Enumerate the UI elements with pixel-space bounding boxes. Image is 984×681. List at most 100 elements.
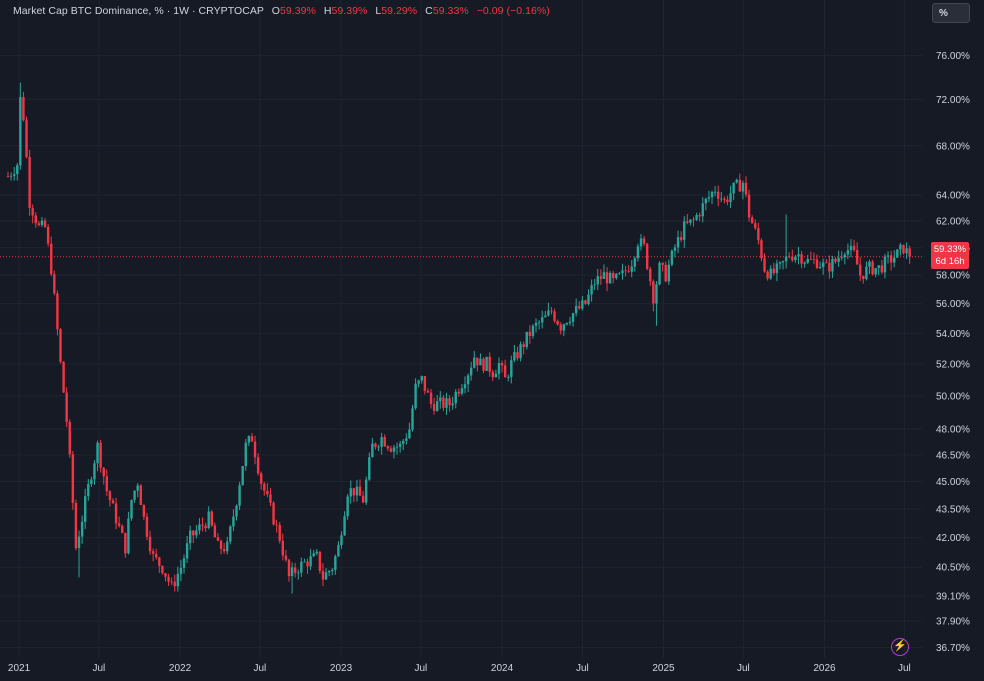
candle-body <box>312 553 315 557</box>
candle-body <box>62 361 65 393</box>
candle-body <box>219 540 223 549</box>
candle-body <box>96 442 99 464</box>
candle-body <box>766 271 769 279</box>
candle-body <box>769 268 772 279</box>
y-tick-label: 45.00% <box>936 477 970 488</box>
candle-body <box>574 306 578 314</box>
candle-body <box>510 360 513 378</box>
candle-body <box>297 572 300 574</box>
candle-body <box>429 392 433 405</box>
x-tick-label: 2026 <box>813 663 836 674</box>
candle-body <box>198 524 201 531</box>
y-tick-label: 48.00% <box>936 425 970 436</box>
candle-body <box>534 322 538 326</box>
candle-body <box>167 576 170 582</box>
candle-body <box>364 479 368 503</box>
y-tick-label: 54.00% <box>936 329 970 340</box>
last-price-label: 59.33% 6d 16h <box>931 242 969 269</box>
candle-body <box>293 567 297 573</box>
candle-body <box>908 248 911 257</box>
candle-body <box>886 255 890 257</box>
candle-body <box>241 466 244 486</box>
candle-body <box>624 270 627 272</box>
candle-body <box>454 391 457 404</box>
candle-body <box>704 198 708 204</box>
candle-body <box>497 363 501 374</box>
candle-body <box>133 490 136 500</box>
candle-body <box>593 284 596 286</box>
candle-body <box>386 446 390 449</box>
candle-body <box>130 499 133 519</box>
candle-body <box>50 243 53 275</box>
candle-body <box>355 486 359 496</box>
candle-body <box>90 479 93 485</box>
candle-body <box>778 262 782 264</box>
candle-body <box>188 530 192 544</box>
bar-countdown: 6d 16h <box>935 256 965 267</box>
candle-body <box>797 254 800 257</box>
candle-body <box>124 532 127 554</box>
candle-body <box>676 237 680 248</box>
candle-body <box>368 457 371 480</box>
candle-body <box>686 221 689 223</box>
candle-body <box>852 245 856 251</box>
candle-body <box>247 436 251 443</box>
candle-body <box>630 266 633 272</box>
candle-body <box>905 248 908 254</box>
candle-body <box>568 321 572 323</box>
candle-body <box>843 254 847 258</box>
lightning-icon[interactable]: ⚡ <box>891 638 909 656</box>
high-value: 59.39% <box>331 5 368 17</box>
percent-scale-button[interactable]: % <box>932 3 970 23</box>
candle-body <box>596 276 599 285</box>
y-tick-label: 39.10% <box>936 591 970 602</box>
candle-body <box>803 262 806 264</box>
candle-body <box>710 192 714 198</box>
candle-body <box>862 275 865 279</box>
candle-body <box>164 573 167 577</box>
candle-body <box>587 294 590 304</box>
candle-body <box>553 311 556 321</box>
candle-body <box>139 485 142 506</box>
candle-body <box>812 259 816 261</box>
candle-body <box>540 317 544 323</box>
candle-body <box>775 263 779 274</box>
candle-body <box>469 367 473 376</box>
candle-body <box>290 567 294 577</box>
candle-body <box>466 375 470 385</box>
candle-body <box>723 198 726 200</box>
candle-body <box>491 371 494 378</box>
candle-body <box>121 525 124 533</box>
candle-body <box>278 524 281 541</box>
candle-body <box>436 401 439 411</box>
candle-body <box>53 274 56 294</box>
candle-body <box>46 226 50 244</box>
candle-body <box>494 373 498 378</box>
candle-body <box>287 559 291 577</box>
candle-body <box>784 256 788 262</box>
candle-body <box>349 488 352 497</box>
x-tick-label: Jul <box>576 663 589 674</box>
time-axis[interactable]: 2021 Jul 2022 Jul 2023 Jul 2024 Jul 2025 Jul 2026 J… <box>8 663 911 674</box>
candle-body <box>155 553 158 558</box>
candle-body <box>448 398 451 406</box>
x-tick-label: Jul <box>737 663 750 674</box>
candle-body <box>544 315 547 318</box>
candle-body <box>346 496 349 517</box>
candle-body <box>581 300 584 309</box>
candle-body <box>636 246 640 259</box>
candle-body <box>411 408 414 430</box>
close-value: 59.33% <box>432 5 469 17</box>
candle-body <box>772 268 775 274</box>
price-axis[interactable]: 76.00%72.00%68.00%64.00%62.00%60.00%58.0… <box>936 51 970 654</box>
candle-body <box>661 262 664 265</box>
y-tick-label: 56.00% <box>936 299 970 310</box>
candle-body <box>590 285 593 295</box>
candle-body <box>528 331 532 336</box>
candle-body <box>519 344 522 359</box>
y-tick-label: 76.00% <box>936 51 970 62</box>
candle-body <box>439 397 442 402</box>
candle-body <box>269 494 272 503</box>
